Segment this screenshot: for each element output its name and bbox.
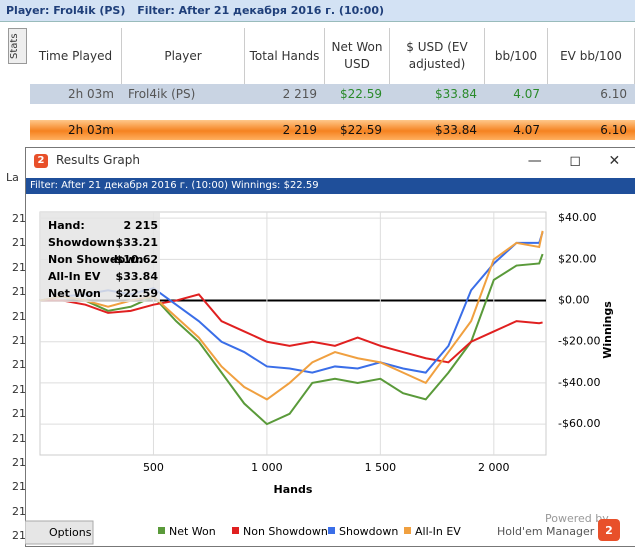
bg-row: 21 <box>12 529 26 543</box>
legend-swatch <box>404 527 411 534</box>
column-header: Player <box>122 28 245 84</box>
info-value: $33.21 <box>116 236 158 249</box>
table-cell: $33.84 <box>435 123 477 137</box>
info-box <box>40 212 160 302</box>
y-axis-label: Winnings <box>601 301 614 359</box>
stats-tab[interactable]: Stats <box>8 28 27 64</box>
winnings-text: Winnings: $22.59 <box>231 180 319 191</box>
bg-row: 21 <box>12 334 26 347</box>
y-tick-label: -$40.00 <box>558 376 600 389</box>
table-row <box>30 120 635 140</box>
legend-label: All-In EV <box>415 525 461 538</box>
bg-row: 21 <box>12 382 26 396</box>
series-line <box>40 293 543 364</box>
table-cell: $22.59 <box>340 123 382 137</box>
bg-row: 21 <box>12 260 26 274</box>
legend-label: Non Showdown <box>243 525 328 538</box>
header-filter: Filter: After 21 декабря 2016 г. (10:00) <box>137 4 385 17</box>
window-controls[interactable]: — ◻ ✕ <box>527 153 621 169</box>
bg-row: 21 <box>12 504 26 518</box>
bg-row: 21 <box>12 285 26 299</box>
info-label: Showdown <box>48 236 115 249</box>
brand-badge-bg <box>598 519 620 541</box>
graph: $40.00 $20.00 $0.00 -$20.00 -$40.00 -$60.00 50… <box>25 211 620 545</box>
bg-row: 21 <box>12 431 26 445</box>
series-line <box>39 253 544 426</box>
table-cell: Frol4ik (PS) <box>128 87 196 101</box>
brand-name: Hold'em Manager <box>497 525 595 538</box>
info-label: Hand: <box>48 219 85 232</box>
table-cell: 6.10 <box>600 123 627 137</box>
table-row <box>30 84 635 104</box>
window-title: Results Graph <box>56 153 140 167</box>
table-cell: 4.07 <box>513 87 540 101</box>
y-tick-label: -$20.00 <box>558 335 600 348</box>
info-value: $22.59 <box>116 287 158 300</box>
bg-row: 21 <box>12 407 26 421</box>
x-tick-label: 500 <box>143 461 164 474</box>
legend-label: Net Won <box>169 525 216 538</box>
header-player: Player: Frol4ik (PS) <box>6 4 126 17</box>
bg-row: 21 <box>12 456 26 469</box>
y-tick-label: $0.00 <box>558 294 590 307</box>
y-tick-label: $20.00 <box>558 252 597 265</box>
info-label: All-In EV <box>48 270 101 283</box>
bg-row: 21 <box>12 309 26 323</box>
header: Player: Frol4ik (PS) Filter: After 21 де… <box>0 0 635 22</box>
bg-tab[interactable]: La <box>6 171 19 184</box>
column-header: Total Hands <box>245 28 325 84</box>
table-cell: 2h 03m <box>67 123 114 137</box>
table-cell: 2h 03m <box>67 87 114 101</box>
y-tick-label: -$60.00 <box>558 417 600 430</box>
bg-row: 21 <box>12 212 26 225</box>
bg-row: 21 <box>12 358 26 372</box>
bg-row: 21 <box>12 480 26 494</box>
table-cell: 2 219 <box>282 87 317 101</box>
legend-swatch <box>232 527 239 534</box>
filter-bar: Filter: After 21 декабря 2016 г. (10:00)… <box>26 178 635 194</box>
legend-label: Showdown <box>339 525 398 538</box>
info-value: 2 215 <box>124 219 158 232</box>
table-cell: 4.07 <box>513 123 540 137</box>
x-tick-label: 1 000 <box>251 461 283 474</box>
table-cell: 6.10 <box>600 87 627 101</box>
table-cell: 2 219 <box>282 123 317 137</box>
info-value: -$10.62 <box>111 253 158 266</box>
app-icon: 2 <box>34 154 48 168</box>
column-header: Time Played <box>30 28 122 84</box>
x-axis-label: Hands <box>274 483 313 496</box>
info-label: Non Showdown <box>48 253 143 266</box>
table-cell: $22.59 <box>340 87 382 101</box>
y-tick-label: $40.00 <box>558 211 597 224</box>
table-cell: $33.84 <box>435 87 477 101</box>
info-label: Net Won <box>48 287 101 300</box>
column-header: Net Won USD <box>325 28 390 84</box>
options-label: Options <box>49 526 92 539</box>
legend-swatch <box>158 527 165 534</box>
legend-swatch <box>328 527 335 534</box>
column-header: $ USD (EV adjusted) <box>390 28 485 84</box>
x-tick-label: 2 000 <box>478 461 510 474</box>
column-header: EV bb/100 <box>548 28 635 84</box>
x-tick-label: 1 500 <box>365 461 397 474</box>
powered-by: Powered by <box>545 512 609 525</box>
info-value: $33.84 <box>116 270 159 283</box>
bg-row: 21 <box>12 236 26 250</box>
filter-text: Filter: After 21 декабря 2016 г. (10:00) <box>30 180 229 191</box>
brand-badge: 2 <box>605 524 613 537</box>
options-button[interactable] <box>25 520 94 545</box>
column-header: bb/100 <box>485 28 548 84</box>
